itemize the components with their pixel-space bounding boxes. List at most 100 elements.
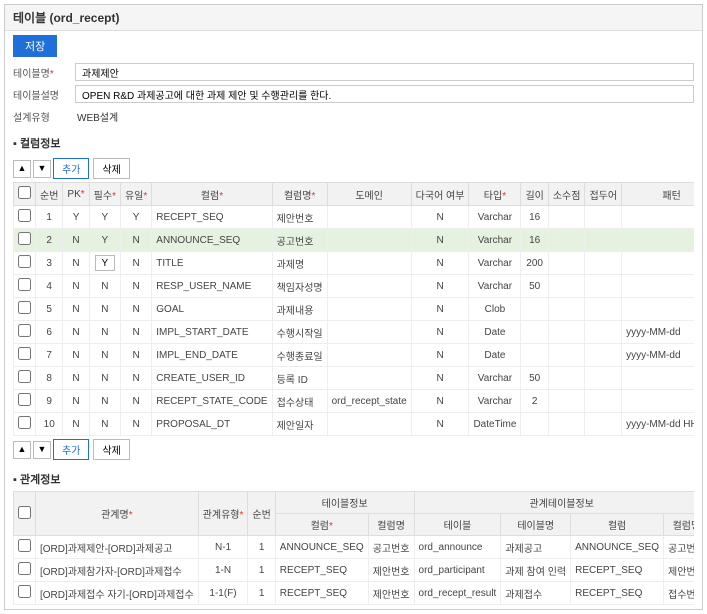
rel-seq-cell: 1 — [248, 536, 275, 559]
row-checkbox[interactable] — [18, 393, 31, 406]
columns-title: ▪ 컬럼정보 — [13, 131, 694, 155]
relation-row[interactable]: [ORD]과제참가자-[ORD]과제접수1-N1RECEPT_SEQ제안번호or… — [14, 559, 695, 582]
row-no: 3 — [36, 252, 63, 275]
length-cell: 16 — [521, 229, 548, 252]
column-name-cell: 공고번호 — [272, 229, 327, 252]
domain-cell — [327, 229, 411, 252]
row-no: 10 — [36, 413, 63, 436]
col-header: 유일 — [120, 183, 151, 206]
row-no: 5 — [36, 298, 63, 321]
row-checkbox[interactable] — [18, 301, 31, 314]
relation-row[interactable]: [ORD]과제접수 자기-[ORD]과제접수1-1(F)1RECEPT_SEQ제… — [14, 582, 695, 605]
row-checkbox[interactable] — [18, 255, 31, 268]
rel-row-checkbox[interactable] — [18, 539, 31, 552]
type-cell: Varchar — [469, 275, 521, 298]
column-row[interactable]: 7NNNIMPL_END_DATE수행종료일NDateyyyy-MM-dd — [14, 344, 695, 367]
rel-colname-cell: 제안번호 — [368, 582, 414, 605]
required-input[interactable] — [95, 255, 115, 271]
domain-cell — [327, 367, 411, 390]
pk-cell: N — [63, 344, 89, 367]
rel-seq-cell: 1 — [248, 582, 275, 605]
add-column-button-2[interactable]: 추가 — [53, 439, 89, 460]
move-up-button-2[interactable]: ▲ — [13, 441, 31, 459]
prefix-cell — [585, 413, 622, 436]
column-row[interactable]: 2NYNANNOUNCE_SEQ공고번호NVarchar16 — [14, 229, 695, 252]
table-name-input[interactable] — [75, 63, 694, 81]
save-button[interactable]: 저장 — [13, 35, 57, 57]
col-header: 필수 — [89, 183, 120, 206]
decimal-cell — [548, 344, 585, 367]
move-down-button[interactable]: ▼ — [33, 160, 51, 178]
column-name-cell: 과제명 — [272, 252, 327, 275]
row-checkbox[interactable] — [18, 370, 31, 383]
rel-row-checkbox[interactable] — [18, 585, 31, 598]
rel-row-checkbox[interactable] — [18, 562, 31, 575]
length-cell: 50 — [521, 275, 548, 298]
domain-cell — [327, 252, 411, 275]
relations-section: ▪ 관계정보 관계명 관계유형 순번 테이블정보 관계테이블정보 상세설정 Ac… — [13, 467, 694, 605]
column-row[interactable]: 5NNNGOAL과제내용NClob — [14, 298, 695, 321]
rel-tblname-cell: 과제 참여 인력 — [501, 559, 571, 582]
pattern-cell — [622, 367, 694, 390]
sub-colname2-header: 컬럼명 — [664, 514, 694, 536]
row-no: 1 — [36, 206, 63, 229]
unique-cell: N — [120, 321, 151, 344]
columns-section: ▪ 컬럼정보 ▲ ▼ 추가 삭제 순번PK필수유일컬럼컬럼명도메인다국어 여부타… — [13, 131, 694, 463]
pk-cell: N — [63, 229, 89, 252]
row-checkbox[interactable] — [18, 324, 31, 337]
prefix-cell — [585, 206, 622, 229]
row-no: 8 — [36, 367, 63, 390]
column-row[interactable]: 1YYYRECEPT_SEQ제안번호NVarchar16 — [14, 206, 695, 229]
length-cell — [521, 321, 548, 344]
column-code-cell: IMPL_START_DATE — [152, 321, 272, 344]
rel-col2-cell: RECEPT_SEQ — [571, 582, 664, 605]
rel-name-header: 관계명 — [36, 492, 199, 536]
row-checkbox[interactable] — [18, 416, 31, 429]
table-desc-input[interactable] — [75, 85, 694, 103]
column-code-cell: RECEPT_SEQ — [152, 206, 272, 229]
column-row[interactable]: 3NNTITLE과제명NVarchar200 — [14, 252, 695, 275]
move-down-button-2[interactable]: ▼ — [33, 441, 51, 459]
pattern-cell — [622, 206, 694, 229]
delete-column-button-2[interactable]: 삭제 — [93, 439, 129, 460]
column-row[interactable]: 10NNNPROPOSAL_DT제안일자NDateTimeyyyy-MM-dd … — [14, 413, 695, 436]
row-checkbox[interactable] — [18, 347, 31, 360]
row-checkbox[interactable] — [18, 278, 31, 291]
decimal-cell — [548, 229, 585, 252]
col-header: 패턴 — [622, 183, 694, 206]
row-no: 4 — [36, 275, 63, 298]
column-row[interactable]: 4NNNRESP_USER_NAME책임자성명NVarchar50 — [14, 275, 695, 298]
multilang-cell: N — [411, 252, 469, 275]
pk-cell: N — [63, 367, 89, 390]
col-header: PK — [63, 183, 89, 206]
sub-table-header: 테이블 — [414, 514, 501, 536]
columns-check-all[interactable] — [18, 186, 31, 199]
type-cell: Varchar — [469, 229, 521, 252]
column-row[interactable]: 9NNNRECEPT_STATE_CODE접수상태ord_recept_stat… — [14, 390, 695, 413]
rel-table-cell: ord_announce — [414, 536, 501, 559]
table-name-label: 테이블명 — [13, 65, 75, 80]
row-checkbox[interactable] — [18, 209, 31, 222]
column-row[interactable]: 8NNNCREATE_USER_ID등록 IDNVarchar50 — [14, 367, 695, 390]
pk-cell: N — [63, 390, 89, 413]
move-up-button[interactable]: ▲ — [13, 160, 31, 178]
relation-row[interactable]: [ORD]과제제안-[ORD]과제공고N-11ANNOUNCE_SEQ공고번호o… — [14, 536, 695, 559]
column-code-cell: IMPL_END_DATE — [152, 344, 272, 367]
domain-cell — [327, 275, 411, 298]
unique-cell: N — [120, 252, 151, 275]
delete-column-button[interactable]: 삭제 — [93, 158, 129, 179]
length-cell — [521, 413, 548, 436]
relations-check-all[interactable] — [18, 506, 31, 519]
row-checkbox[interactable] — [18, 232, 31, 245]
column-code-cell: RECEPT_STATE_CODE — [152, 390, 272, 413]
type-cell: Varchar — [469, 367, 521, 390]
column-code-cell: TITLE — [152, 252, 272, 275]
multilang-cell: N — [411, 298, 469, 321]
add-column-button[interactable]: 추가 — [53, 158, 89, 179]
decimal-cell — [548, 413, 585, 436]
type-cell: Date — [469, 321, 521, 344]
pattern-cell: yyyy-MM-dd — [622, 321, 694, 344]
column-row[interactable]: 6NNNIMPL_START_DATE수행시작일NDateyyyy-MM-dd — [14, 321, 695, 344]
pattern-cell — [622, 298, 694, 321]
type-cell: DateTime — [469, 413, 521, 436]
